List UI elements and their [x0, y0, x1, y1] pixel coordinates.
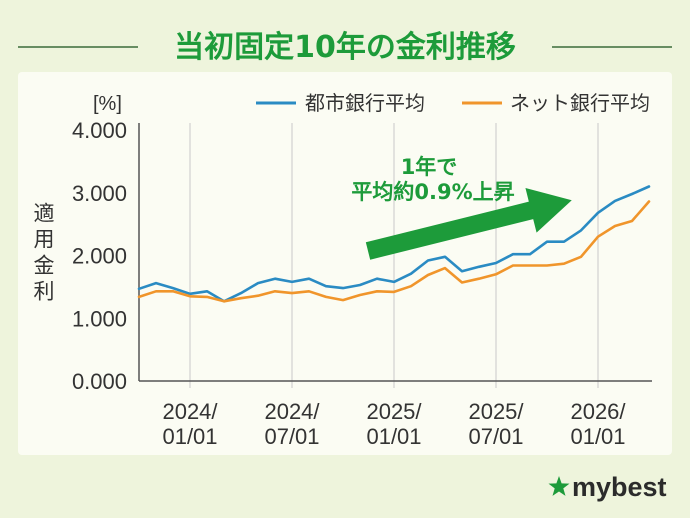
x-tick-label-year: 2025/ — [366, 399, 422, 424]
x-tick-label-date: 01/01 — [162, 424, 217, 449]
x-tick-label-year: 2025/ — [468, 399, 524, 424]
annotation-line-2: 平均約0.9%上昇 — [351, 180, 514, 204]
chart-title: 当初固定10年の金利推移 — [174, 30, 516, 65]
brand-logo: mybest — [548, 472, 667, 502]
y-tick-label: 4.000 — [72, 118, 127, 143]
y-tick-label: 0.000 — [72, 369, 127, 394]
x-tick-label-date: 07/01 — [264, 424, 319, 449]
series-lines — [137, 185, 651, 303]
annotation: 1年で 平均約0.9%上昇 — [351, 155, 572, 260]
legend-label-city-bank: 都市銀行平均 — [305, 91, 425, 115]
net-bank-average-line — [137, 200, 651, 303]
y-axis-title: 適用金利 — [31, 202, 55, 306]
legend: 都市銀行平均 ネット銀行平均 — [256, 91, 650, 115]
y-tick-labels: 0.000 1.000 2.000 3.000 4.000 — [72, 118, 127, 394]
x-gridlines — [189, 123, 599, 388]
legend-label-net-bank: ネット銀行平均 — [510, 91, 650, 115]
x-tick-label-date: 01/01 — [366, 424, 421, 449]
y-unit-label: [%] — [93, 93, 122, 115]
trend-arrow-icon — [365, 188, 572, 260]
x-tick-label-year: 2026/ — [570, 399, 626, 424]
x-tick-labels: 2024/01/012024/07/012025/01/012025/07/01… — [162, 399, 626, 449]
y-tick-label: 3.000 — [72, 181, 127, 206]
annotation-line-1: 1年で — [401, 155, 458, 179]
x-tick-label-date: 07/01 — [468, 424, 523, 449]
x-tick-label-year: 2024/ — [264, 399, 320, 424]
brand-name: mybest — [572, 472, 667, 502]
x-tick-label-date: 01/01 — [570, 424, 625, 449]
star-icon — [548, 476, 570, 496]
x-tick-label-year: 2024/ — [162, 399, 218, 424]
y-tick-label: 1.000 — [72, 306, 127, 331]
y-tick-label: 2.000 — [72, 244, 127, 269]
plot-panel — [18, 72, 672, 455]
